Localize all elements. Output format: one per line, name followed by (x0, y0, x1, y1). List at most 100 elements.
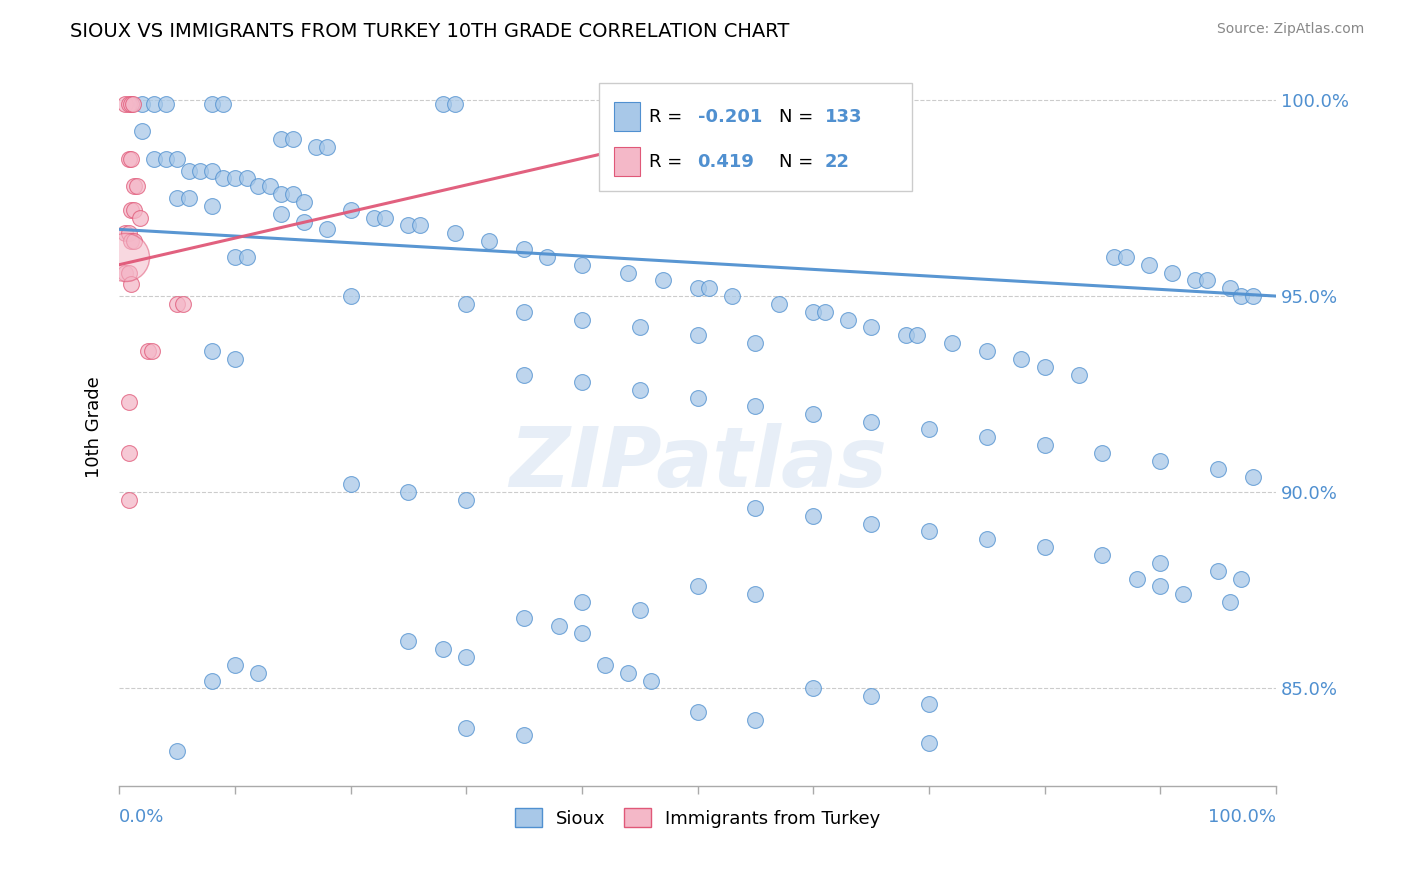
Point (1033, 540, 1056, 554)
Point (513, 368, 536, 382)
Point (976, 343, 998, 358)
Point (281, 132, 304, 146)
Point (744, 336, 766, 351)
Point (571, 376, 593, 390)
Point (1184, 273, 1206, 287)
Point (339, 477, 361, 491)
Point (513, 611, 536, 625)
Point (235, 250, 257, 264)
Point (1011, 351, 1033, 366)
Point (513, 242, 536, 256)
Point (1160, 266, 1182, 280)
Point (721, 289, 744, 303)
Point (513, 305, 536, 319)
Point (1195, 273, 1218, 287)
Point (1033, 359, 1056, 374)
Point (117, 152, 139, 166)
Point (363, 211, 385, 225)
Text: SIOUX VS IMMIGRANTS FROM TURKEY 10TH GRADE CORRELATION CHART: SIOUX VS IMMIGRANTS FROM TURKEY 10TH GRA… (70, 22, 790, 41)
Point (129, 211, 152, 225)
Point (513, 729, 536, 743)
Point (270, 207, 292, 221)
Point (224, 171, 246, 186)
FancyBboxPatch shape (614, 147, 640, 177)
Text: 133: 133 (825, 108, 862, 126)
Text: -0.201: -0.201 (697, 108, 762, 126)
Point (201, 96, 224, 111)
Point (814, 305, 837, 319)
Point (114, 227, 136, 241)
Point (120, 152, 142, 166)
Point (201, 199, 224, 213)
Point (398, 634, 420, 648)
Point (117, 266, 139, 280)
Point (905, 328, 928, 343)
Point (1091, 548, 1114, 562)
Point (143, 96, 166, 111)
Point (212, 96, 235, 111)
Point (456, 650, 478, 665)
Point (571, 258, 593, 272)
Point (224, 351, 246, 366)
Point (120, 234, 142, 248)
Point (398, 485, 420, 500)
Point (224, 657, 246, 672)
Point (188, 163, 211, 178)
Point (117, 395, 139, 409)
Text: 22: 22 (825, 153, 849, 171)
Point (628, 383, 651, 397)
Point (114, 96, 136, 111)
Point (432, 642, 454, 657)
Point (744, 399, 766, 413)
Point (292, 194, 315, 209)
Point (883, 96, 905, 111)
Point (398, 219, 420, 233)
Point (155, 152, 177, 166)
Point (124, 202, 146, 217)
Point (177, 163, 200, 178)
Point (651, 273, 673, 287)
Point (1149, 454, 1171, 468)
Point (409, 219, 432, 233)
Text: Source: ZipAtlas.com: Source: ZipAtlas.com (1216, 22, 1364, 37)
Point (571, 312, 593, 326)
Point (593, 657, 616, 672)
Point (860, 415, 883, 429)
Y-axis label: 10th Grade: 10th Grade (86, 376, 103, 478)
Point (281, 187, 304, 202)
Point (114, 250, 136, 264)
Point (941, 336, 963, 351)
Text: 0.0%: 0.0% (120, 808, 165, 826)
Point (686, 281, 709, 295)
Point (1115, 250, 1137, 264)
Point (125, 179, 148, 194)
Point (976, 430, 998, 444)
Point (1241, 469, 1264, 483)
Point (131, 96, 153, 111)
Point (571, 626, 593, 640)
Point (247, 179, 270, 194)
Point (1219, 595, 1241, 609)
Point (155, 96, 177, 111)
Point (124, 179, 146, 194)
Point (710, 96, 733, 111)
Point (456, 297, 478, 311)
Point (918, 697, 941, 711)
Point (860, 690, 883, 704)
Point (547, 618, 569, 632)
Point (976, 533, 998, 547)
Point (1069, 368, 1091, 382)
Point (305, 140, 328, 154)
Point (686, 705, 709, 719)
Point (292, 214, 315, 228)
Point (235, 171, 257, 186)
Point (1126, 572, 1149, 586)
Point (1137, 258, 1160, 272)
Point (894, 328, 917, 343)
Point (316, 140, 339, 154)
Point (837, 312, 859, 326)
Text: 100.0%: 100.0% (1208, 808, 1277, 826)
Point (860, 516, 883, 531)
Point (697, 281, 720, 295)
Point (166, 152, 188, 166)
